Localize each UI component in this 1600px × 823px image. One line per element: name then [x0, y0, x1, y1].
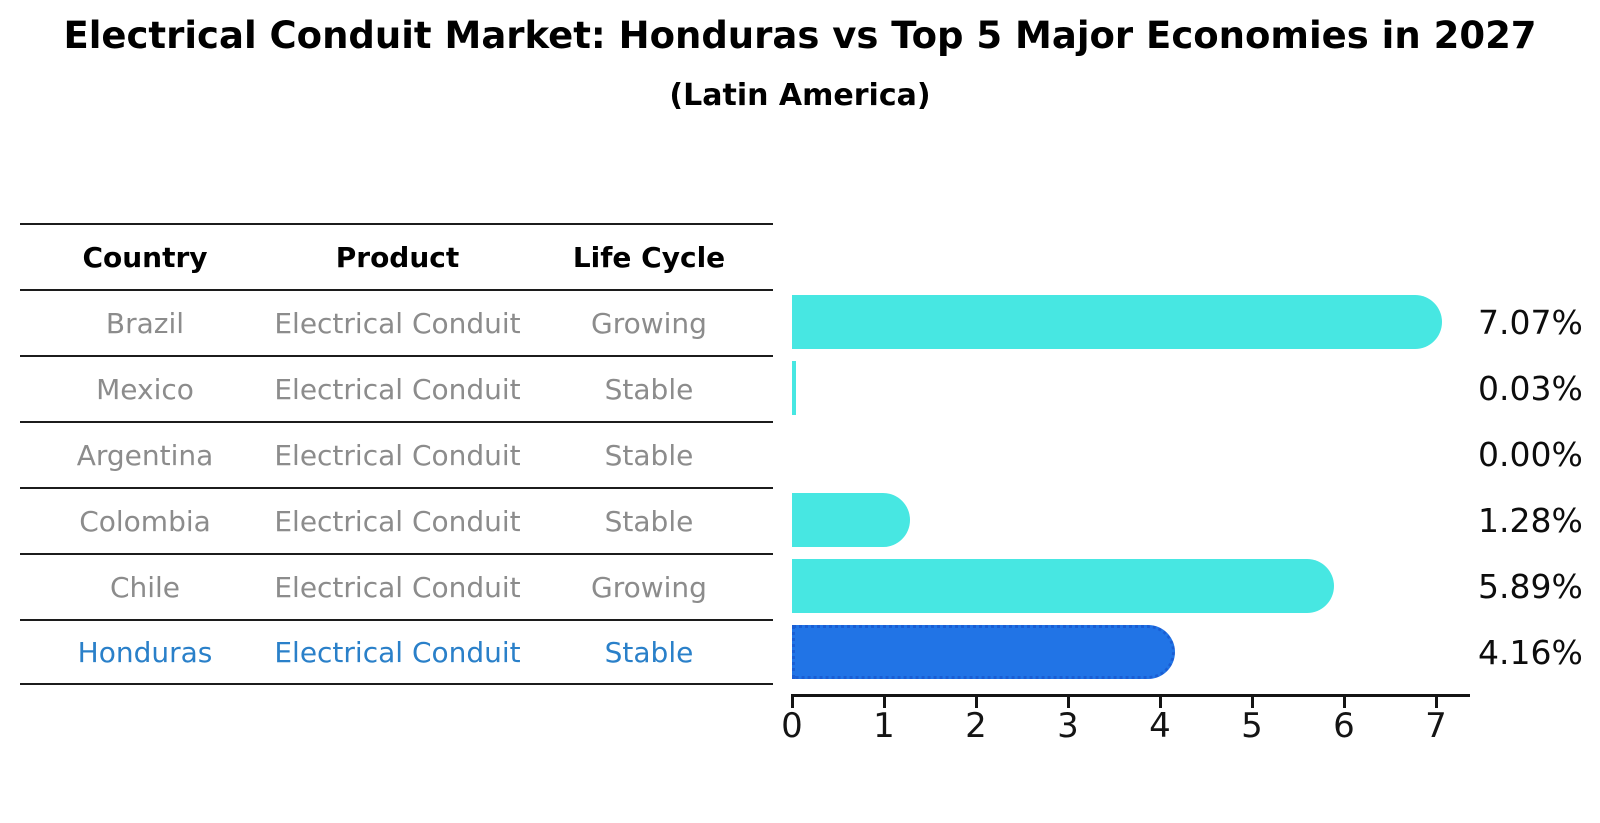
- cell-life-cycle: Stable: [604, 372, 694, 406]
- cell-country: Brazil: [105, 306, 185, 340]
- cell-product: Electrical Conduit: [274, 306, 521, 340]
- value-label-argentina: 0.00%: [1478, 434, 1583, 474]
- value-label-honduras: 4.16%: [1478, 632, 1583, 672]
- x-axis-line: [791, 694, 1470, 697]
- cell-life-cycle: Growing: [591, 306, 707, 340]
- cell-product: Electrical Conduit: [274, 635, 521, 669]
- cell-life-cycle: Stable: [604, 438, 694, 472]
- chart-subtitle: (Latin America): [669, 78, 931, 113]
- cell-country: Colombia: [79, 504, 211, 538]
- table-header-life-cycle: Life Cycle: [572, 240, 726, 274]
- x-tick-label-4: 4: [1149, 706, 1171, 746]
- table-row-honduras: Honduras Electrical Conduit Stable: [20, 619, 773, 685]
- value-label-mexico: 0.03%: [1478, 368, 1583, 408]
- x-tick-label-6: 6: [1333, 706, 1355, 746]
- cell-product: Electrical Conduit: [274, 570, 521, 604]
- value-label-chile: 5.89%: [1478, 566, 1583, 606]
- x-tick-label-3: 3: [1057, 706, 1079, 746]
- bar-honduras: [792, 625, 1175, 679]
- x-tick-5: [1250, 697, 1254, 708]
- x-tick-label-0: 0: [781, 706, 803, 746]
- table-header-product: Product: [335, 240, 460, 274]
- x-tick-7: [1434, 697, 1438, 708]
- bar-mexico: [792, 361, 796, 415]
- value-label-colombia: 1.28%: [1478, 500, 1583, 540]
- bar-brazil: [792, 295, 1443, 349]
- cell-country: Chile: [109, 570, 181, 604]
- table-row-brazil: Brazil Electrical Conduit Growing: [20, 289, 773, 355]
- cell-product: Electrical Conduit: [274, 504, 521, 538]
- cell-country: Argentina: [76, 438, 214, 472]
- x-tick-label-1: 1: [873, 706, 895, 746]
- x-tick-label-7: 7: [1425, 706, 1447, 746]
- cell-product: Electrical Conduit: [274, 372, 521, 406]
- country-info-table: Country Product Life Cycle Brazil Electr…: [20, 223, 773, 685]
- cell-country: Honduras: [77, 635, 213, 669]
- x-tick-4: [1158, 697, 1162, 708]
- cell-country: Mexico: [96, 372, 194, 406]
- table-row-argentina: Argentina Electrical Conduit Stable: [20, 421, 773, 487]
- table-header-row: Country Product Life Cycle: [20, 223, 773, 289]
- x-tick-6: [1342, 697, 1346, 708]
- table-row-mexico: Mexico Electrical Conduit Stable: [20, 355, 773, 421]
- x-tick-1: [882, 697, 886, 708]
- cell-product: Electrical Conduit: [274, 438, 521, 472]
- value-label-brazil: 7.07%: [1478, 302, 1583, 342]
- x-tick-2: [974, 697, 978, 708]
- bar-colombia: [792, 493, 910, 547]
- cell-life-cycle: Stable: [604, 635, 694, 669]
- chart-title: Electrical Conduit Market: Honduras vs T…: [63, 14, 1537, 57]
- bar-chile: [792, 559, 1334, 613]
- x-tick-label-2: 2: [965, 706, 987, 746]
- x-tick-3: [1066, 697, 1070, 708]
- table-row-chile: Chile Electrical Conduit Growing: [20, 553, 773, 619]
- table-header-country: Country: [82, 240, 208, 274]
- cell-life-cycle: Growing: [591, 570, 707, 604]
- x-tick-label-5: 5: [1241, 706, 1263, 746]
- cell-life-cycle: Stable: [604, 504, 694, 538]
- x-tick-0: [790, 697, 794, 708]
- table-row-colombia: Colombia Electrical Conduit Stable: [20, 487, 773, 553]
